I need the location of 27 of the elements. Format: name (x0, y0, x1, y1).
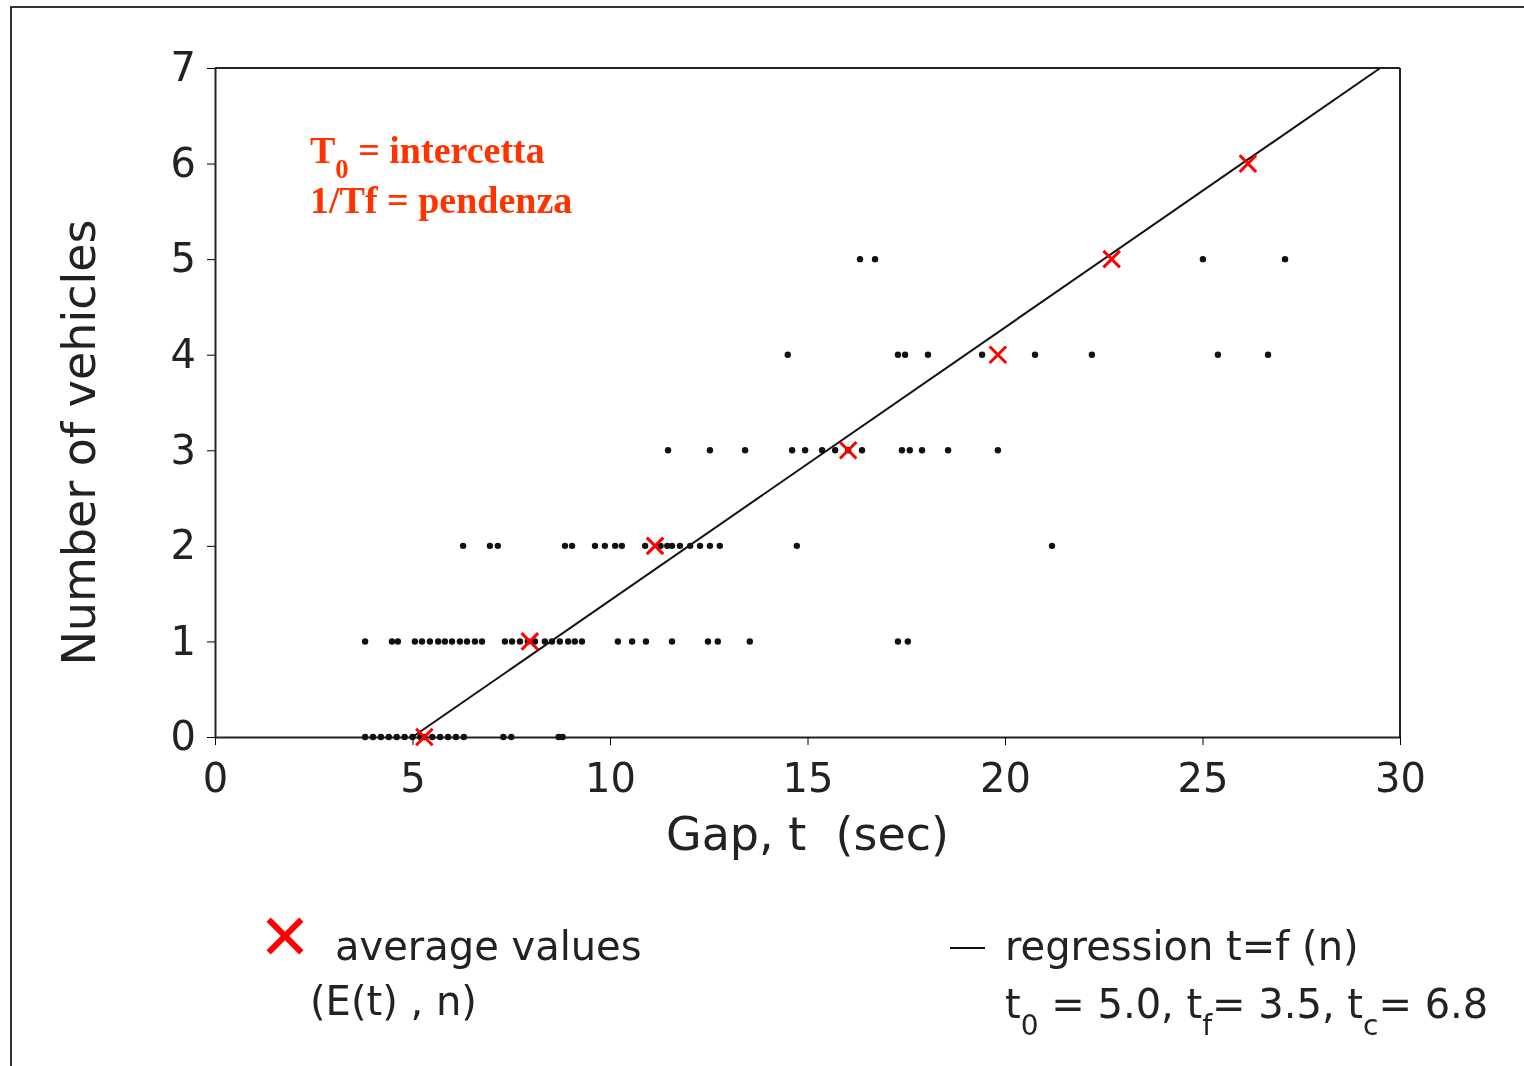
x-tick-label: 25 (1177, 755, 1229, 801)
point (1101, 249, 1122, 269)
text: t$_{0}$ = 5.0, t$_{f}$= 3.5, t$_{c}$= 6.8 (1005, 981, 1489, 1042)
y-tick-label: 6 (170, 139, 196, 186)
y-tick-label: 4 (170, 331, 196, 378)
x-tick-label: 15 (782, 755, 834, 801)
y-tick-label: 3 (170, 426, 196, 473)
y-tick-label: 0 (170, 713, 196, 760)
x-tick-label: 5 (400, 755, 426, 801)
point (645, 536, 665, 556)
legend-label: average values (E(t) , n) (310, 923, 642, 1024)
y-tick-label: 1 (170, 617, 196, 664)
point (520, 631, 540, 652)
y-axis-title: Number of vehicles (52, 219, 106, 666)
x-tick-label: 20 (980, 755, 1031, 801)
point (988, 344, 1008, 365)
x-axis-title: Gap, t (sec) (665, 807, 950, 861)
point (838, 440, 858, 461)
x-tick-label: 10 (585, 755, 636, 801)
y-tick-label: 5 (170, 235, 196, 282)
legend-label: regression t=f (n) (1005, 923, 1359, 969)
y-tick-label: 2 (170, 522, 196, 569)
x-tick-label: 0 (202, 755, 229, 801)
y-tick-label: 7 (170, 44, 196, 91)
point (1238, 153, 1258, 174)
x-tick-label: 30 (1375, 755, 1426, 801)
point (414, 727, 435, 747)
